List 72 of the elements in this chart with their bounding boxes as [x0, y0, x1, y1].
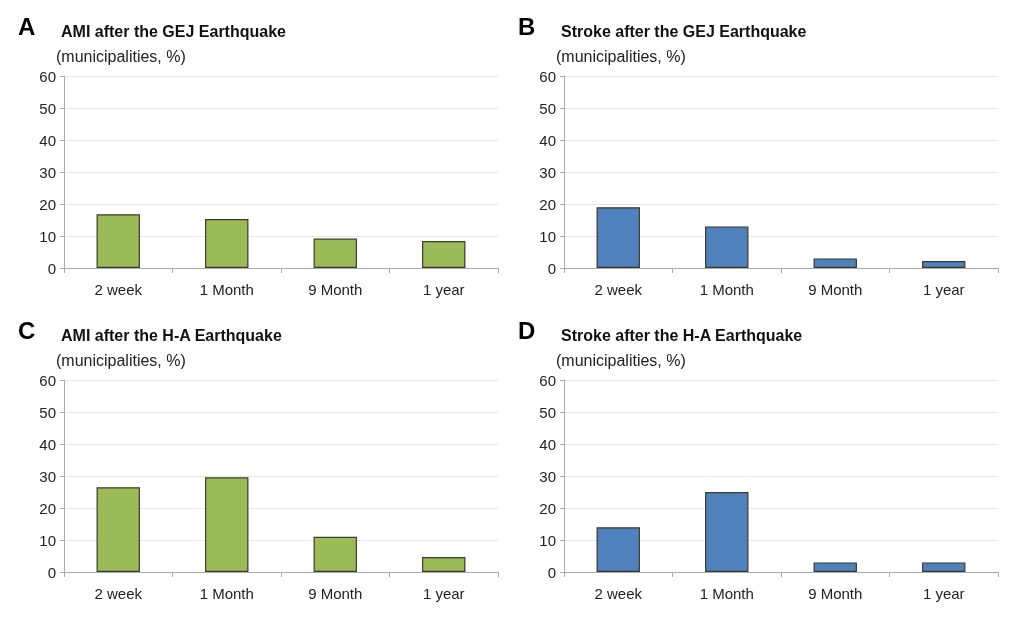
- y-axis-title: (municipalities, %): [556, 351, 686, 369]
- y-tick-label: 50: [539, 99, 556, 117]
- y-tick-label: 30: [39, 467, 56, 485]
- y-tick-label: 10: [39, 227, 56, 245]
- x-tick-label: 1 year: [422, 281, 465, 298]
- y-tick-label: 20: [39, 499, 56, 517]
- x-tick-label: 1 year: [922, 585, 965, 602]
- x-tick-label: 1 Month: [699, 281, 754, 298]
- y-tick-label: 10: [39, 531, 56, 549]
- bar: [96, 214, 140, 268]
- x-tick-label: 9 Month: [308, 281, 363, 298]
- bar: [596, 207, 640, 268]
- x-tick-label: 1 year: [922, 281, 965, 298]
- chart-title: Stroke after the GEJ Earthquake: [561, 22, 807, 40]
- text: B: [518, 12, 536, 40]
- y-tick-label: 40: [539, 435, 556, 453]
- y-tick-label: 60: [39, 371, 56, 389]
- bar: [813, 562, 857, 572]
- y-axis-title: (municipalities, %): [56, 351, 186, 369]
- y-tick-label: 50: [539, 403, 556, 421]
- y-tick-label: 0: [547, 563, 556, 581]
- y-tick-label: 10: [539, 227, 556, 245]
- bar: [96, 487, 140, 572]
- chart-title: AMI after the H-A Earthquake: [61, 326, 282, 344]
- bar: [422, 556, 466, 572]
- chart-title: Stroke after the H-A Earthquake: [561, 326, 803, 344]
- y-tick-label: 30: [539, 467, 556, 485]
- text: C: [18, 316, 36, 344]
- y-tick-label: 50: [39, 99, 56, 117]
- y-tick-label: 60: [39, 67, 56, 85]
- bar: [205, 477, 249, 572]
- bar: [813, 258, 857, 268]
- bar: [422, 241, 466, 268]
- y-tick-label: 20: [539, 499, 556, 517]
- x-tick-label: 2 week: [94, 281, 143, 298]
- x-tick-label: 1 Month: [699, 585, 754, 602]
- y-tick-label: 40: [39, 435, 56, 453]
- y-tick-label: 0: [547, 259, 556, 277]
- bar: [705, 226, 749, 268]
- y-tick-label: 20: [539, 195, 556, 213]
- x-tick-label: 9 Month: [308, 585, 363, 602]
- text: D: [518, 316, 536, 344]
- bar: [313, 536, 357, 572]
- y-tick-label: 20: [39, 195, 56, 213]
- bar: [313, 238, 357, 268]
- text: A: [18, 12, 36, 40]
- y-tick-label: 30: [539, 163, 556, 181]
- bar: [705, 492, 749, 572]
- chart-title: AMI after the GEJ Earthquake: [61, 22, 287, 40]
- x-tick-label: 1 Month: [199, 585, 254, 602]
- x-tick-label: 1 year: [422, 585, 465, 602]
- bar: [205, 219, 249, 268]
- bar: [596, 527, 640, 572]
- y-tick-label: 50: [39, 403, 56, 421]
- x-tick-label: 2 week: [594, 585, 643, 602]
- y-tick-label: 0: [47, 563, 56, 581]
- y-tick-label: 40: [539, 131, 556, 149]
- y-tick-label: 60: [539, 371, 556, 389]
- x-tick-label: 9 Month: [808, 281, 863, 298]
- x-tick-label: 2 week: [594, 281, 643, 298]
- y-tick-label: 10: [539, 531, 556, 549]
- y-tick-label: 40: [39, 131, 56, 149]
- x-tick-label: 2 week: [94, 585, 143, 602]
- y-tick-label: 0: [47, 259, 56, 277]
- x-tick-label: 1 Month: [199, 281, 254, 298]
- bar: [922, 562, 966, 572]
- x-tick-label: 9 Month: [808, 585, 863, 602]
- bar: [922, 260, 966, 268]
- y-axis-title: (municipalities, %): [56, 47, 186, 65]
- y-axis-title: (municipalities, %): [556, 47, 686, 65]
- y-tick-label: 30: [39, 163, 56, 181]
- y-tick-label: 60: [539, 67, 556, 85]
